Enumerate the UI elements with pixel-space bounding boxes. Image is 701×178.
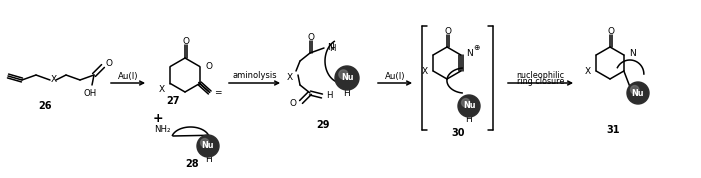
Circle shape	[335, 66, 359, 90]
Text: H: H	[465, 116, 472, 124]
Text: O: O	[444, 27, 451, 36]
Text: N: N	[466, 48, 472, 57]
Text: 26: 26	[39, 101, 52, 111]
Text: 27: 27	[167, 96, 180, 106]
Circle shape	[627, 82, 649, 104]
Text: O: O	[308, 33, 315, 41]
Text: Nu: Nu	[632, 88, 644, 98]
Circle shape	[461, 98, 470, 107]
Circle shape	[630, 85, 639, 94]
Text: X: X	[51, 75, 57, 85]
Text: ⊕: ⊕	[473, 43, 479, 53]
Text: H: H	[326, 91, 332, 101]
Circle shape	[200, 138, 209, 147]
Circle shape	[339, 70, 348, 79]
Text: OH: OH	[83, 89, 97, 98]
Text: H: H	[343, 88, 350, 98]
Text: Nu: Nu	[341, 74, 353, 82]
Text: 28: 28	[185, 159, 199, 169]
Text: X: X	[585, 67, 591, 75]
Text: O: O	[205, 62, 212, 71]
Text: H: H	[205, 156, 212, 164]
Text: NH₂: NH₂	[154, 125, 171, 135]
Text: N: N	[629, 49, 636, 59]
Text: =: =	[214, 88, 222, 97]
Text: Nu: Nu	[463, 101, 475, 111]
Text: O: O	[106, 59, 113, 69]
Text: +: +	[153, 111, 163, 124]
Text: X: X	[287, 73, 293, 82]
Text: Au(I): Au(I)	[385, 72, 405, 80]
Text: X: X	[422, 67, 428, 75]
Text: 30: 30	[451, 128, 465, 138]
Circle shape	[458, 95, 480, 117]
Text: nucleophilic: nucleophilic	[517, 70, 564, 80]
Text: aminolysis: aminolysis	[232, 72, 277, 80]
Text: 29: 29	[316, 120, 329, 130]
Text: H: H	[329, 44, 336, 53]
Text: 31: 31	[606, 125, 620, 135]
Text: Nu: Nu	[202, 142, 215, 151]
Text: O: O	[182, 38, 189, 46]
Text: N: N	[327, 43, 334, 53]
Text: O: O	[290, 100, 297, 109]
Text: Au(I): Au(I)	[118, 72, 138, 80]
Text: X: X	[159, 85, 165, 95]
Text: ring closure: ring closure	[517, 77, 564, 85]
Text: O: O	[608, 27, 615, 36]
Circle shape	[197, 135, 219, 157]
